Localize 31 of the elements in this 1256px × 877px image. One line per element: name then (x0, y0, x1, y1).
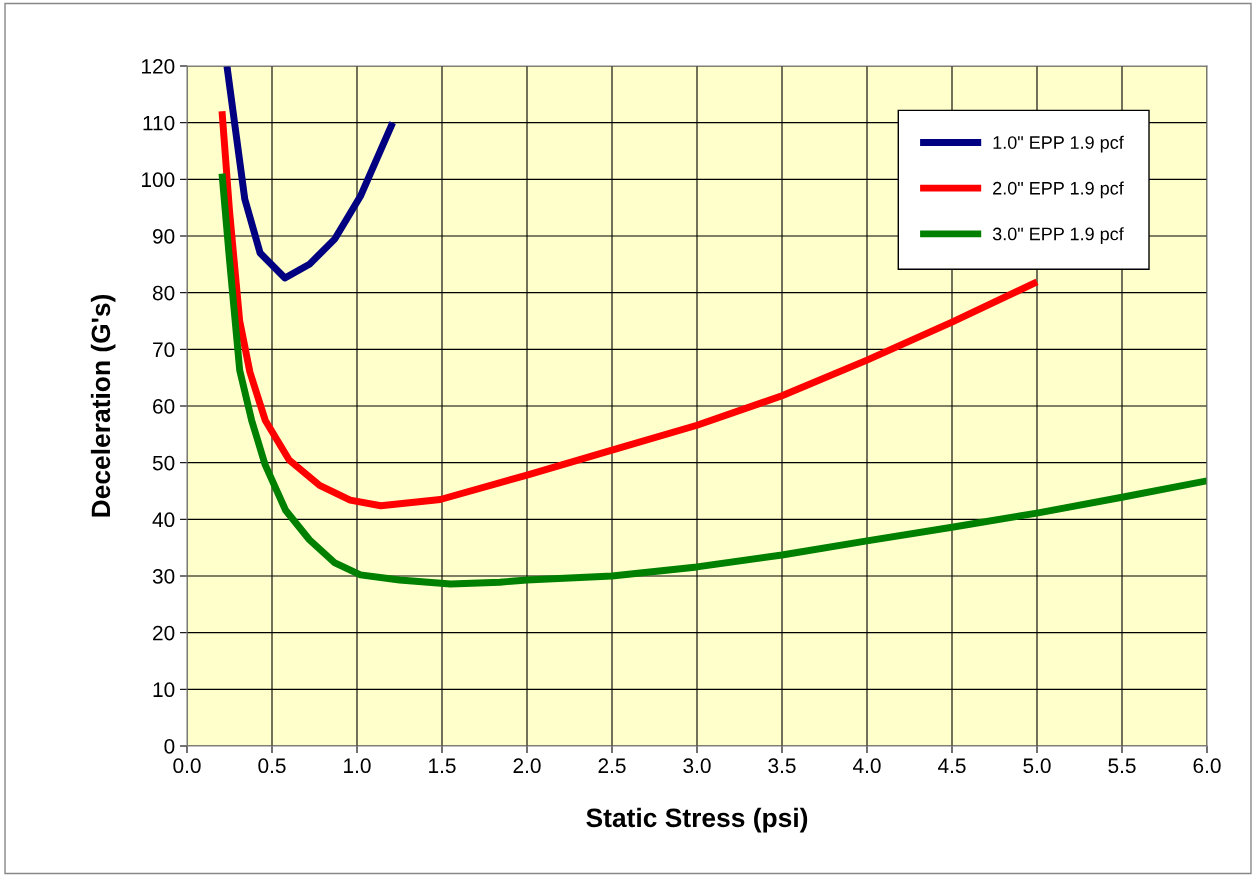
y-axis-title: Deceleration (G's) (90, 294, 116, 517)
legend-label: 3.0" EPP 1.9 pcf (992, 227, 1124, 244)
y-tick-label: 80 (152, 285, 175, 301)
y-tick-label: 40 (152, 512, 175, 528)
x-tick-label: 4.0 (853, 758, 881, 774)
x-tick-label: 3.5 (768, 758, 796, 774)
x-tick-label: 4.5 (938, 758, 966, 774)
y-tick-label: 120 (142, 59, 175, 74)
y-tick-label: 60 (153, 399, 175, 414)
y-tick-label: 110 (143, 115, 175, 131)
x-tick-label: 2.5 (598, 758, 626, 774)
y-tick-label: 100 (142, 172, 175, 188)
x-tick-label: 0.0 (173, 758, 201, 774)
y-tick-label: 50 (152, 455, 175, 471)
x-tick-label: 5.5 (1108, 758, 1136, 774)
y-tick-label: 20 (153, 625, 175, 641)
y-tick-label: 70 (153, 342, 175, 358)
y-tick-label: 10 (153, 682, 175, 698)
legend-label: 1.0" EPP 1.9 pcf (993, 135, 1124, 153)
x-tick-label: 6.0 (1193, 758, 1221, 774)
x-tick-label: 2.0 (513, 758, 541, 774)
y-tick-label: 30 (152, 569, 175, 584)
x-tick-label: 5.0 (1023, 758, 1051, 774)
y-tick-label: 90 (153, 229, 175, 244)
x-tick-label: 0.5 (258, 758, 286, 774)
x-tick-label: 3.0 (683, 758, 711, 774)
x-axis-title: Static Stress (psi) (586, 807, 808, 833)
y-tick-label: 0 (164, 739, 175, 754)
x-tick-label: 1.5 (429, 758, 456, 774)
x-tick-label: 1.0 (344, 758, 371, 774)
legend-label: 2.0" EPP 1.9 pcf (993, 181, 1124, 199)
